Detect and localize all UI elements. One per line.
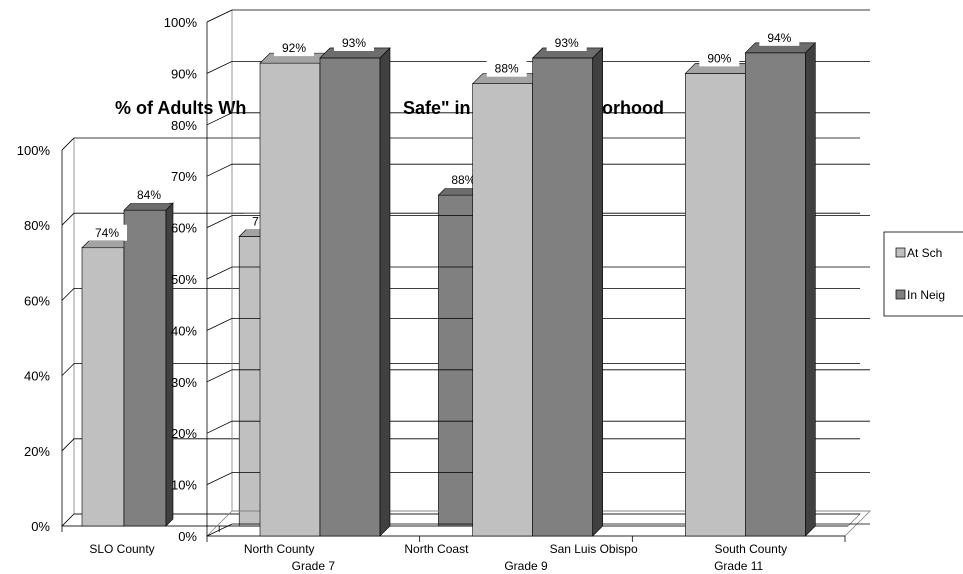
front-bar-1-0-face — [472, 83, 533, 537]
front-bar-1-1-side — [592, 47, 603, 537]
back-chart-category-label: North County — [244, 542, 315, 556]
front-value-label: 93% — [555, 36, 579, 50]
legend-box — [883, 231, 963, 317]
front-bar-1-1 — [531, 47, 604, 537]
front-chart-gridline — [206, 369, 870, 383]
front-chart-category-label: Grade 11 — [714, 559, 763, 573]
front-chart-gridline — [206, 9, 870, 23]
front-bar-0-1-face — [319, 57, 381, 537]
front-value-label: 92% — [282, 41, 306, 55]
front-value-label: 90% — [707, 51, 731, 65]
front-bar-2-1-side — [805, 42, 816, 537]
front-chart-category-label: Grade 7 — [292, 559, 336, 573]
front-value-label-bg — [486, 60, 527, 77]
back-chart-y-tick: 40% — [24, 369, 50, 384]
front-chart-category-label: Grade 9 — [504, 559, 548, 573]
front-chart-y-tick: 60% — [171, 221, 197, 236]
front-chart-y-tick: 10% — [171, 478, 197, 493]
back-value-label: 88% — [451, 173, 475, 187]
front-chart-y-tick: 90% — [171, 66, 197, 81]
front-chart-gridline — [206, 215, 870, 228]
back-chart-title-part: % of Adults Wh — [115, 98, 246, 118]
front-value-label: 93% — [342, 36, 366, 50]
front-bar-0-1-side — [379, 47, 391, 537]
front-chart-y-tick: 80% — [171, 118, 197, 133]
back-chart-y-tick: 20% — [24, 444, 50, 459]
legend-label: At Sch — [907, 246, 942, 260]
front-bar-2-0-face — [685, 73, 746, 537]
back-bar-0-1-top — [123, 202, 174, 211]
front-bar-2-0 — [684, 62, 757, 537]
front-chart-y-tick: 70% — [171, 169, 197, 184]
front-chart-gridline — [206, 112, 870, 126]
front-bar-0-0 — [259, 52, 331, 537]
back-value-label-bg — [129, 187, 169, 204]
back-chart-category-label: San Luis Obispo — [550, 542, 638, 556]
front-chart-gridline — [206, 420, 870, 434]
front-value-label-bg — [699, 50, 740, 67]
front-value-label-bg — [759, 29, 800, 46]
front-chart-y-tick: 50% — [171, 272, 197, 287]
front-value-label: 88% — [495, 62, 519, 76]
back-bar-0-1-face — [123, 209, 167, 527]
front-bar-0-0-face — [259, 62, 321, 537]
front-chart-grades: 0% 10% 20% 30% 40% 50% 60% 70% 80% 90% 100% 92% 93% 8… — [164, 9, 871, 573]
front-bar-2-1 — [744, 42, 817, 537]
front-chart-gridline — [206, 523, 870, 537]
legend: At Sch In Neig — [883, 231, 963, 317]
front-value-label-bg — [274, 40, 314, 57]
front-bar-0-1 — [319, 47, 391, 537]
front-chart-gridline — [206, 163, 870, 177]
back-chart-category-label: SLO County — [89, 542, 154, 556]
back-bar-0-0-top — [81, 240, 132, 249]
front-value-label-bg — [334, 34, 374, 51]
back-chart-title-part: Safe" in — [403, 98, 471, 118]
front-chart-y-tick: 20% — [171, 426, 197, 441]
front-bar-2-1-face — [745, 52, 806, 537]
legend-swatch — [895, 247, 906, 258]
front-chart-gridline — [206, 472, 870, 485]
back-bar-0-1 — [123, 202, 174, 527]
front-chart-y-tick: 100% — [164, 15, 198, 30]
front-value-label: 94% — [767, 31, 791, 45]
front-chart-y-tick: 0% — [178, 529, 197, 544]
front-bar-1-0 — [471, 72, 544, 537]
back-value-label: 84% — [137, 188, 161, 202]
front-chart-gridline — [206, 317, 870, 331]
legend-label: In Neig — [907, 288, 945, 302]
back-bar-0-0 — [81, 240, 132, 527]
back-value-label: 74% — [95, 226, 119, 240]
back-bar-0-1-side — [165, 202, 174, 527]
back-chart-y-tick: 80% — [24, 218, 50, 233]
back-chart-y-tick: 60% — [24, 293, 50, 308]
front-chart-y-tick: 40% — [171, 323, 197, 338]
front-value-label-bg — [546, 34, 587, 51]
back-chart-category-label: North Coast — [404, 542, 469, 556]
back-chart-y-tick: 100% — [17, 143, 51, 158]
back-chart-title-part: orhood — [602, 98, 664, 118]
back-bar-0-0-face — [81, 247, 125, 527]
legend-swatch — [895, 289, 906, 300]
front-bar-1-1-face — [532, 57, 593, 537]
front-chart-gridline — [206, 266, 870, 280]
back-chart-y-tick: 0% — [31, 519, 50, 534]
back-chart-category-label: South County — [714, 542, 787, 556]
back-value-label-bg — [87, 224, 127, 241]
front-chart-y-tick: 30% — [171, 375, 197, 390]
front-chart-gridline — [206, 61, 870, 74]
